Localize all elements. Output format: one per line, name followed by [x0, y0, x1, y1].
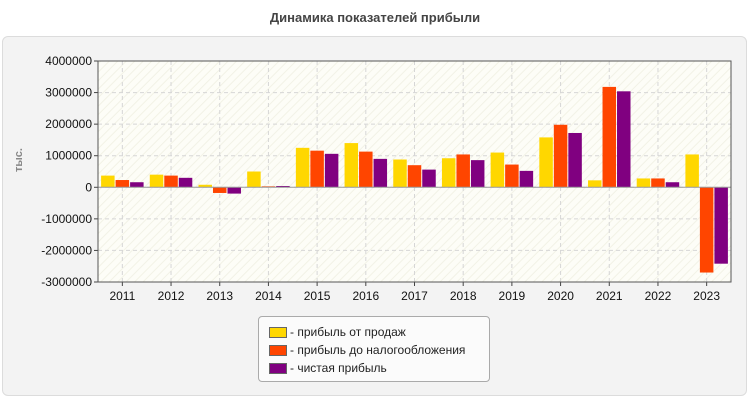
- bar-sales-profit-2016: [344, 143, 359, 188]
- legend-item-pretax-profit: - прибыль до налогообложения: [269, 341, 489, 359]
- bar-sales-profit-2019: [490, 152, 505, 188]
- bar-net-profit-2020: [568, 132, 582, 188]
- x-tick-label: 2020: [547, 289, 574, 303]
- bar-pretax-profit-2018: [456, 154, 470, 188]
- x-tick-labels: 2011 2012 2013 2014 2015 2016 2017 2018 2019 2020…: [109, 289, 720, 303]
- legend-label: - прибыль до налогообложения: [290, 343, 466, 357]
- y-tick-label: 1000000: [45, 149, 92, 163]
- x-tick-label: 2014: [255, 289, 282, 303]
- y-tick-label: -1000000: [41, 212, 92, 226]
- bar-sales-profit-2018: [441, 158, 456, 188]
- bar-pretax-profit-2020: [553, 124, 568, 188]
- x-tick-label: 2012: [158, 289, 185, 303]
- bar-pretax-profit-2022: [651, 178, 665, 188]
- legend-swatch-sales-profit: [269, 326, 287, 338]
- bar-sales-profit-2015: [295, 147, 310, 188]
- bar-sales-profit-2020: [539, 137, 553, 188]
- bar-net-profit-2016: [373, 158, 388, 188]
- bar-sales-profit-2017: [393, 159, 407, 188]
- x-tick-label: 2022: [645, 289, 672, 303]
- y-tick-label: 2000000: [45, 117, 92, 131]
- bar-net-profit-2022: [665, 182, 680, 188]
- chart-title: Динамика показателей прибыли: [269, 10, 481, 25]
- y-tick-label: 0: [85, 180, 92, 194]
- bar-sales-profit-2021: [588, 180, 602, 188]
- bar-pretax-profit-2015: [310, 150, 324, 188]
- y-tick-label: -3000000: [41, 275, 92, 289]
- x-tick-label: 2017: [401, 289, 428, 303]
- legend-item-sales-profit: - прибыль от продаж: [269, 323, 489, 341]
- y-tick-labels: -3000000 -2000000 -1000000 0 1000000 2000000 3…: [41, 54, 92, 289]
- bar-pretax-profit-2019: [505, 164, 519, 188]
- y-tick-label: 3000000: [45, 86, 92, 100]
- bar-pretax-profit-2023: [699, 187, 714, 273]
- y-tick-label: -2000000: [41, 243, 92, 257]
- bar-pretax-profit-2012: [164, 175, 178, 188]
- legend-swatch-pretax-profit: [269, 344, 287, 356]
- bar-net-profit-2017: [422, 169, 436, 188]
- plot-border: [97, 60, 732, 283]
- legend-swatch-net-profit: [269, 362, 287, 374]
- bar-net-profit-2013: [227, 187, 241, 194]
- x-tick-label: 2018: [450, 289, 477, 303]
- legend-label: - чистая прибыль: [290, 361, 387, 375]
- y-axis-label: тыс.: [13, 148, 25, 172]
- bar-pretax-profit-2016: [359, 151, 373, 188]
- bar-sales-profit-2022: [636, 178, 651, 188]
- bar-net-profit-2012: [178, 177, 193, 188]
- bar-pretax-profit-2021: [602, 86, 617, 188]
- x-tick-label: 2021: [596, 289, 623, 303]
- legend-item-net-profit: - чистая прибыль: [269, 359, 489, 377]
- y-tick-label: 4000000: [45, 54, 92, 68]
- bar-net-profit-2011: [130, 182, 144, 188]
- bar-sales-profit-2023: [685, 154, 699, 188]
- bar-net-profit-2019: [519, 170, 534, 188]
- bar-net-profit-2023: [714, 187, 728, 264]
- bar-sales-profit-2013: [198, 184, 212, 188]
- bar-pretax-profit-2017: [407, 165, 422, 188]
- x-tick-label: 2019: [499, 289, 526, 303]
- bar-net-profit-2014: [276, 186, 290, 188]
- x-tick-label: 2011: [109, 289, 135, 303]
- x-tick-label: 2015: [304, 289, 331, 303]
- bar-net-profit-2015: [324, 153, 339, 188]
- legend: - прибыль от продаж - прибыль до налогоо…: [258, 316, 490, 382]
- bar-net-profit-2021: [617, 91, 631, 188]
- bars: [101, 86, 728, 273]
- x-tick-label: 2023: [693, 289, 720, 303]
- bar-net-profit-2018: [470, 160, 485, 188]
- x-tick-label: 2013: [206, 289, 233, 303]
- bar-sales-profit-2011: [101, 175, 115, 188]
- legend-label: - прибыль от продаж: [290, 325, 406, 339]
- axes: [97, 60, 732, 283]
- bar-sales-profit-2012: [149, 174, 164, 188]
- x-tick-label: 2016: [352, 289, 379, 303]
- bar-sales-profit-2014: [247, 171, 261, 188]
- bar-pretax-profit-2013: [212, 187, 227, 193]
- bar-pretax-profit-2011: [115, 180, 130, 188]
